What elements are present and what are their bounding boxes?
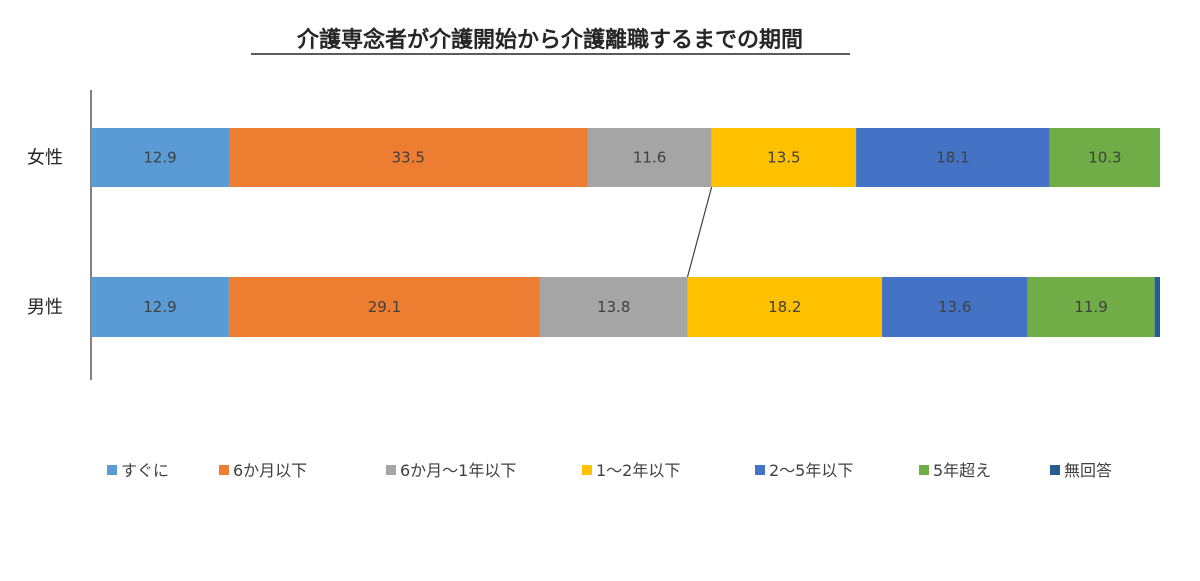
- data-label: 12.9: [143, 149, 176, 167]
- bar-segment: [229, 128, 588, 187]
- series-line: [686, 186, 713, 278]
- legend-label: 6か月～1年以下: [400, 461, 516, 480]
- legend-label: 2～5年以下: [769, 461, 853, 480]
- bar-segment: [587, 128, 712, 187]
- bar-segment: [228, 277, 540, 337]
- legend-swatch: [755, 465, 765, 475]
- plot-area: 女性 12.9 33.5 11.6 13.5 18.1 10.3 男性 12.9 29.1 13.8…: [27, 90, 1160, 380]
- bar-segment: [1049, 128, 1160, 187]
- bar-segment: [1154, 277, 1160, 337]
- bar-segment: [856, 128, 1050, 187]
- data-label: 13.5: [767, 149, 800, 167]
- bar-segment: [91, 277, 229, 337]
- legend-swatch: [219, 465, 229, 475]
- data-label: 11.9: [1074, 298, 1107, 316]
- legend-swatch: [386, 465, 396, 475]
- bar-segment: [1027, 277, 1155, 337]
- legend-swatch: [919, 465, 929, 475]
- legend-label: 6か月以下: [233, 461, 307, 480]
- legend-label: 1～2年以下: [596, 461, 680, 480]
- legend-label: 5年超え: [933, 461, 991, 480]
- legend: すぐに 6か月以下 6か月～1年以下 1～2年以下 2～5年以下 5年超え 無回答: [107, 461, 1112, 480]
- legend-swatch: [582, 465, 592, 475]
- legend-label: 無回答: [1064, 461, 1112, 480]
- legend-label: すぐに: [121, 461, 169, 480]
- category-label: 男性: [27, 297, 63, 318]
- data-label: 13.6: [938, 298, 971, 316]
- bar-segment: [91, 128, 230, 187]
- bar-segment: [539, 277, 688, 337]
- chart-title: 介護専念者が介護開始から介護離職するまでの期間: [296, 27, 803, 53]
- data-label: 12.9: [143, 298, 176, 316]
- data-label: 18.2: [768, 298, 801, 316]
- bar-segment: [882, 277, 1028, 337]
- data-label: 33.5: [392, 149, 425, 167]
- data-label: 10.3: [1088, 149, 1121, 167]
- bar-segment: [711, 128, 857, 187]
- legend-swatch: [107, 465, 117, 475]
- data-label: 11.6: [633, 149, 666, 167]
- data-label: 29.1: [368, 298, 401, 316]
- category-label: 女性: [27, 148, 63, 169]
- bar-segment: [687, 277, 883, 337]
- legend-swatch: [1050, 465, 1060, 475]
- data-label: 18.1: [936, 149, 969, 167]
- data-label: 13.8: [597, 298, 630, 316]
